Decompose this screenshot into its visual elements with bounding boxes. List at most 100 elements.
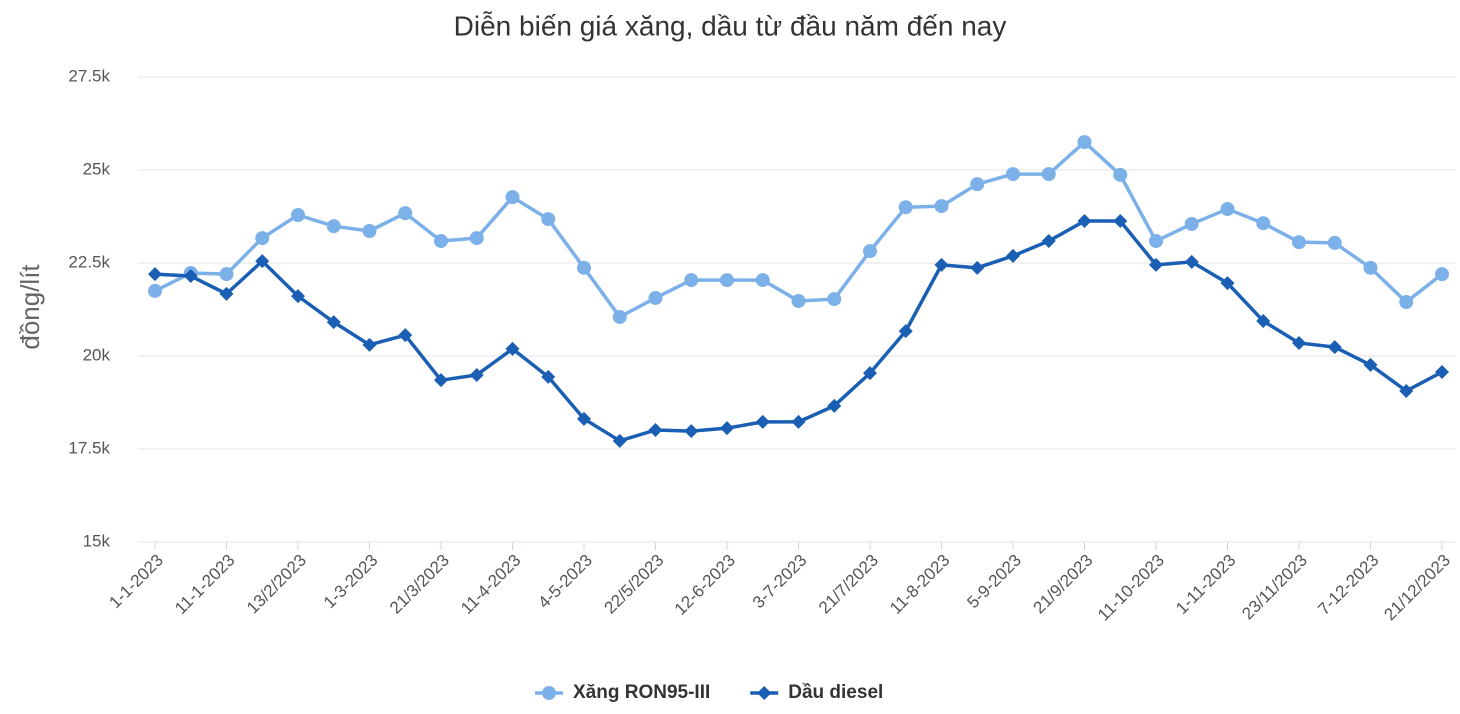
- x-tick-label: 1-11-2023: [1172, 551, 1239, 618]
- circle-marker: [542, 686, 556, 700]
- circle-marker: [255, 231, 270, 246]
- circle-marker: [1327, 235, 1342, 250]
- diamond-marker: [934, 257, 949, 272]
- x-tick-label: 12-6-2023: [671, 551, 739, 619]
- chart-title: Diễn biến giá xăng, dầu từ đầu năm đến n…: [454, 10, 1007, 41]
- diamond-marker: [1256, 314, 1271, 329]
- circle-marker: [898, 200, 913, 215]
- circle-marker: [791, 293, 806, 308]
- circle-marker: [1041, 167, 1056, 182]
- x-tick-label: 7-12-2023: [1314, 551, 1382, 619]
- diamond-marker: [398, 328, 413, 343]
- diamond-marker: [1399, 383, 1414, 398]
- circle-marker: [827, 292, 842, 307]
- circle-marker: [219, 267, 234, 282]
- x-tick-label: 21/12/2023: [1380, 551, 1454, 625]
- diamond-marker: [612, 433, 627, 448]
- diamond-marker: [1435, 364, 1449, 379]
- circle-marker: [1113, 167, 1128, 182]
- series-line: [154, 140, 1444, 319]
- x-tick-label: 1-1-2023: [105, 551, 167, 613]
- x-tick-label: 4-5-2023: [534, 551, 596, 613]
- x-tick-label: 11-10-2023: [1094, 551, 1168, 625]
- series-line: [154, 219, 1443, 443]
- diamond-marker: [791, 414, 806, 429]
- x-tick-label: 22/5/2023: [601, 551, 668, 618]
- diamond-marker: [434, 373, 448, 388]
- circle-marker: [755, 273, 770, 288]
- diamond-marker: [148, 267, 162, 282]
- x-tick-label: 11-8-2023: [886, 551, 953, 618]
- circle-marker: [291, 208, 305, 223]
- circle-marker: [398, 206, 413, 221]
- y-tick-label: 27.5k: [68, 66, 110, 85]
- diamond-marker: [1077, 213, 1092, 228]
- x-tick-label: 21/9/2023: [1030, 551, 1097, 618]
- circle-marker: [148, 283, 162, 298]
- circle-marker: [1149, 234, 1163, 249]
- diamond-marker: [577, 411, 591, 426]
- circle-marker: [505, 190, 520, 205]
- diamond-marker: [362, 337, 377, 352]
- x-tick-label: 1-3-2023: [320, 551, 382, 613]
- circle-marker: [648, 290, 663, 305]
- x-tick-label: 11-4-2023: [457, 551, 524, 618]
- diamond-marker: [541, 369, 556, 384]
- circle-marker: [612, 309, 627, 324]
- y-tick-label: 17.5k: [68, 438, 110, 457]
- circle-marker: [577, 260, 591, 275]
- circle-marker: [1256, 216, 1271, 231]
- x-tick-label: 5-9-2023: [963, 551, 1025, 613]
- diamond-marker: [1041, 234, 1056, 249]
- circle-marker: [469, 231, 484, 246]
- legend-label: Dầu diesel: [788, 682, 883, 703]
- circle-marker: [1399, 295, 1414, 310]
- diamond-marker: [970, 260, 985, 275]
- x-tick-label: 23/11/2023: [1238, 551, 1311, 624]
- diamond-marker: [1327, 340, 1342, 355]
- diamond-marker: [898, 324, 913, 339]
- circle-marker: [1363, 260, 1378, 275]
- diamond-marker: [505, 341, 520, 356]
- x-tick-label: 21/3/2023: [386, 551, 453, 618]
- diamond-marker: [291, 289, 305, 304]
- circle-marker: [362, 224, 377, 239]
- diamond-marker: [827, 398, 842, 413]
- diamond-marker: [1292, 335, 1306, 350]
- y-tick-label: 20k: [83, 345, 111, 364]
- circle-marker: [434, 234, 448, 249]
- circle-marker: [970, 177, 985, 192]
- diamond-marker: [1113, 213, 1128, 228]
- x-tick-label: 3-7-2023: [749, 551, 811, 613]
- diamond-marker: [183, 269, 198, 284]
- circle-marker: [934, 199, 949, 214]
- y-axis-title: đồng/lít: [15, 264, 45, 350]
- diamond-marker: [755, 414, 770, 429]
- diamond-marker: [1184, 254, 1199, 269]
- circle-marker: [684, 273, 699, 288]
- y-tick-label: 25k: [83, 159, 111, 178]
- diamond-marker: [1363, 357, 1378, 372]
- circle-marker: [1077, 135, 1092, 150]
- legend-label: Xăng RON95-III: [573, 682, 710, 703]
- x-tick-label: 13/2/2023: [243, 551, 310, 618]
- circle-marker: [1184, 216, 1199, 231]
- diamond-marker: [1149, 257, 1163, 272]
- diamond-marker: [1006, 248, 1020, 263]
- diamond-marker: [326, 315, 341, 330]
- diamond-marker: [1220, 276, 1235, 291]
- circle-marker: [1435, 267, 1449, 282]
- circle-marker: [1006, 167, 1020, 182]
- diamond-marker: [720, 421, 734, 436]
- diamond-marker: [255, 254, 270, 269]
- diamond-marker: [757, 686, 772, 700]
- circle-marker: [720, 273, 734, 288]
- x-tick-label: 21/7/2023: [815, 551, 882, 618]
- y-tick-label: 22.5k: [68, 252, 110, 271]
- diamond-marker: [863, 366, 877, 381]
- circle-marker: [326, 219, 341, 234]
- circle-marker: [1220, 202, 1235, 217]
- circle-marker: [541, 212, 556, 227]
- diamond-marker: [648, 423, 663, 438]
